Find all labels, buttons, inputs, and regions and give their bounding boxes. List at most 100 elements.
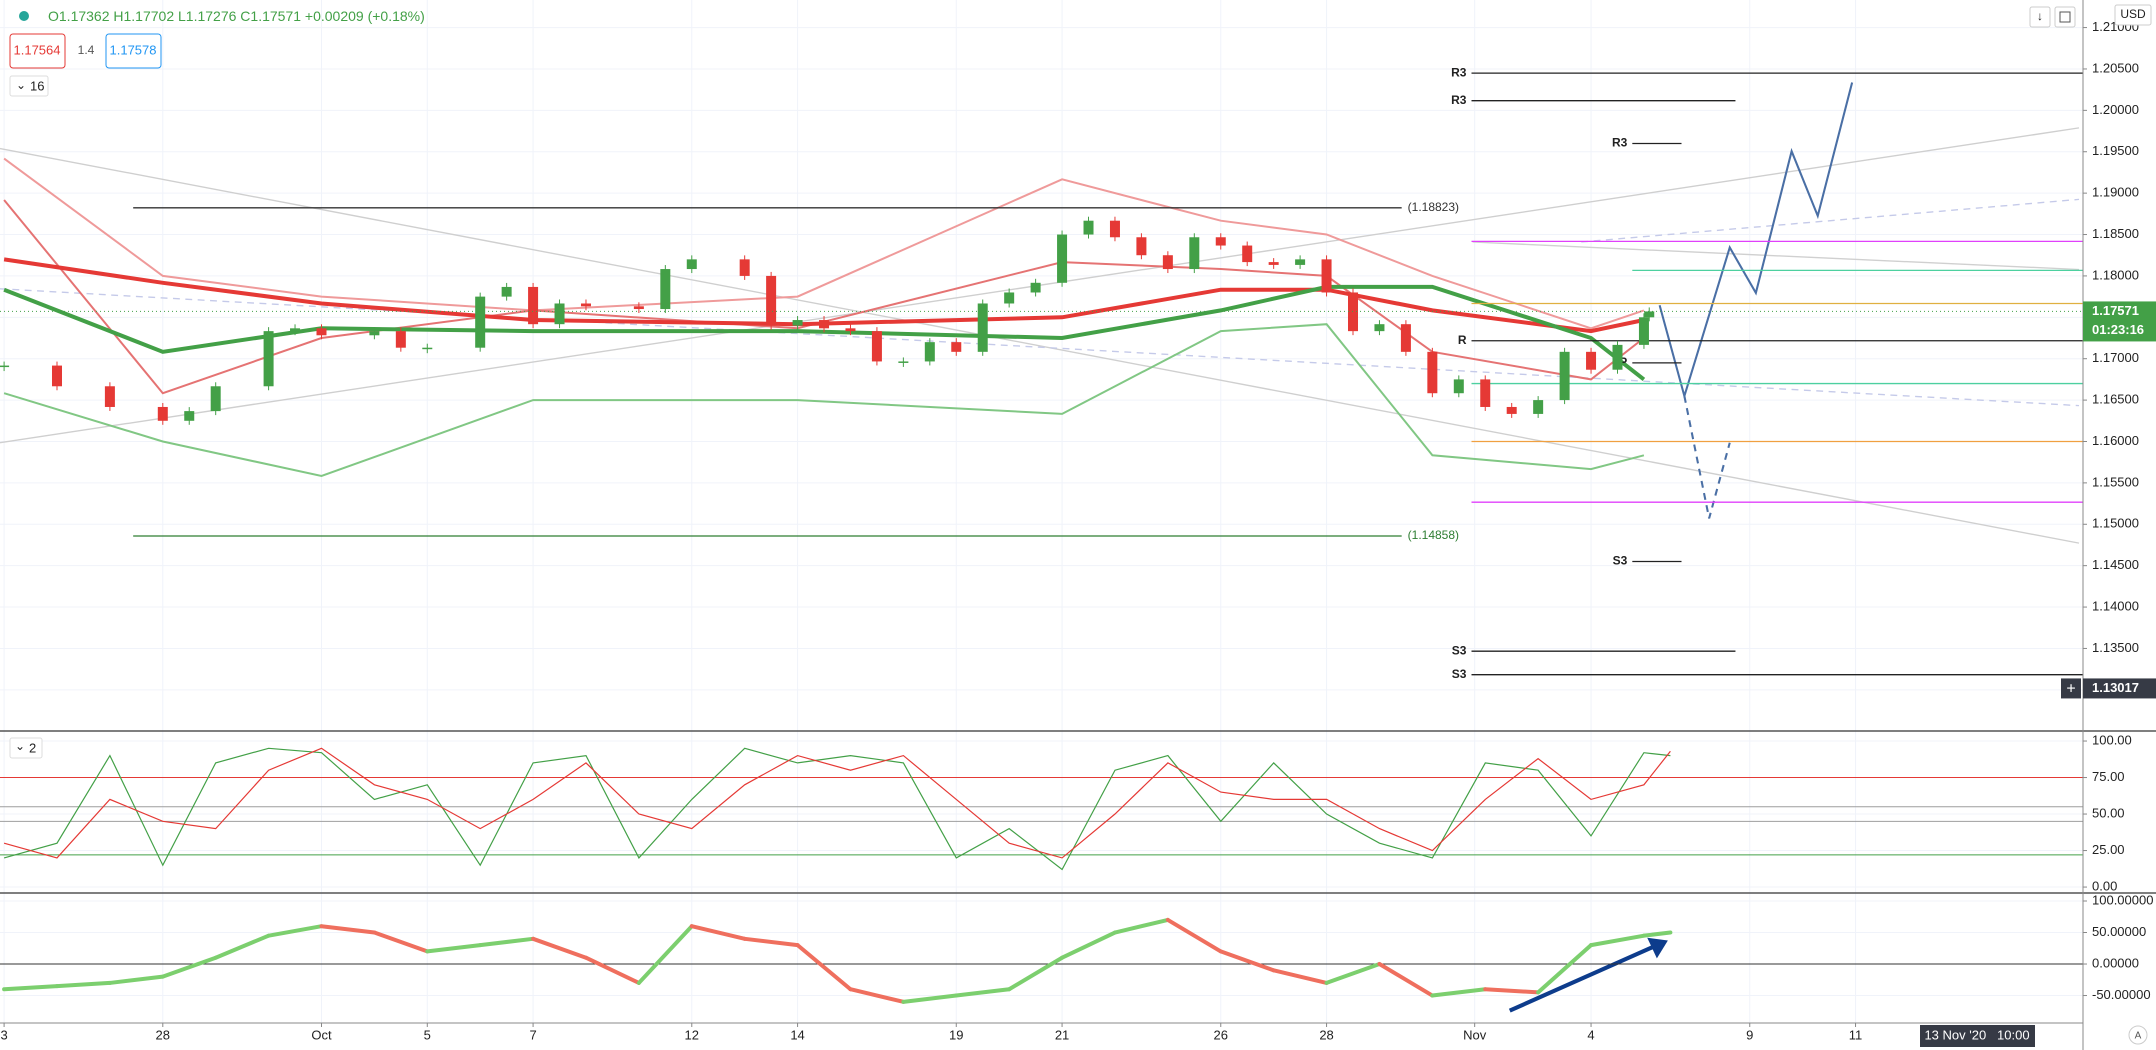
candle	[766, 275, 777, 326]
down-arrow-icon: ↓	[2037, 9, 2043, 23]
candle	[528, 286, 539, 325]
y-tick-label: 1.18000	[2092, 267, 2139, 282]
auto-scale-icon: A	[2135, 1031, 2142, 1042]
chevron: ⌄	[16, 78, 26, 92]
candle	[1559, 351, 1570, 401]
candle	[1644, 311, 1655, 318]
candle	[263, 331, 274, 387]
indicator-line	[3, 747, 1671, 871]
y-tick-label: 1.17000	[2092, 350, 2139, 365]
sell-button[interactable]	[9, 33, 66, 69]
ohlc-item: O1.17362	[48, 8, 110, 24]
candle	[184, 411, 195, 421]
oscillator-segment	[1218, 949, 1276, 973]
x-tick-label: 3	[0, 1027, 7, 1042]
x-tick-label: 4	[1587, 1027, 1594, 1042]
ask-price: 1.17578	[110, 42, 157, 57]
x-tick-label: Nov	[1463, 1027, 1487, 1042]
scroll-button[interactable]	[2029, 6, 2051, 28]
ohlc-legend: O1.17362 H1.17702 L1.17276 C1.17571 +0.0…	[48, 8, 425, 24]
candle	[157, 406, 168, 421]
candle	[660, 269, 671, 310]
crosshair-price-box	[2083, 678, 2156, 699]
candle	[739, 259, 750, 276]
candle	[422, 347, 433, 350]
oscillator-segment	[1271, 968, 1329, 985]
plot: (1.18823) (1.14858) R3 R3 R3 R P S3 S3 S3	[0, 65, 2083, 1004]
level-label: (1.18823)	[1408, 200, 1459, 214]
candle	[686, 259, 697, 270]
buy-button[interactable]	[105, 33, 162, 69]
level-label: R3	[1612, 136, 1628, 150]
currency-button[interactable]	[2114, 4, 2152, 26]
x-tick-label: 12	[685, 1027, 699, 1042]
spread: 1.4	[78, 43, 95, 57]
x-tick-label: 28	[156, 1027, 170, 1042]
crosshair-date: 13 Nov '20 10:00	[1924, 1027, 2029, 1042]
oscillator-segment	[1060, 930, 1117, 960]
arrow-head	[1647, 937, 1668, 959]
indicator-line	[3, 747, 1671, 859]
oscillator-segment	[689, 924, 747, 941]
y-tick-label: 1.18500	[2092, 226, 2139, 241]
candle	[1506, 406, 1517, 414]
trend-line	[1581, 198, 2080, 243]
y-tick-label: 0.00000	[2092, 955, 2139, 970]
oscillator-segment	[160, 955, 218, 979]
oscillator-segment	[636, 924, 694, 985]
collapse-button[interactable]	[9, 737, 43, 759]
candle	[51, 365, 62, 387]
y-tick-label: 1.15000	[2092, 516, 2139, 531]
candle	[580, 303, 591, 307]
candle	[1242, 245, 1253, 263]
x-tick-label: 7	[529, 1027, 536, 1042]
candle	[1004, 292, 1015, 304]
candle	[210, 386, 221, 412]
candle	[316, 328, 327, 336]
auto-scale-button[interactable]	[2128, 1025, 2148, 1045]
ohlc-item: L1.17276	[178, 8, 237, 24]
level-label: R3	[1451, 93, 1467, 107]
x-tick-label: 5	[424, 1027, 431, 1042]
y-tick-label: 1.14500	[2092, 557, 2139, 572]
overlay-line	[3, 157, 1645, 330]
trend-line	[1472, 241, 2080, 271]
y-tick-label: 100.00	[2092, 732, 2132, 747]
candle	[1295, 259, 1306, 265]
interval: 16	[30, 78, 44, 93]
candle	[1533, 400, 1544, 414]
candle	[104, 386, 115, 407]
candle	[395, 331, 406, 348]
y-tick-label: 1.16000	[2092, 433, 2139, 448]
fullscreen-button[interactable]	[2054, 6, 2076, 28]
candle	[1189, 237, 1200, 270]
collapse-button[interactable]	[9, 75, 49, 97]
crosshair-date-box	[1920, 1025, 2035, 1047]
candle	[1030, 282, 1041, 293]
y-tick-label: 75.00	[2092, 769, 2125, 784]
level-label: (1.14858)	[1408, 528, 1459, 542]
oscillator-segment	[1430, 987, 1488, 998]
x-tick-label: 11	[1849, 1027, 1863, 1042]
oscillator-segment	[795, 943, 853, 992]
candle	[845, 328, 856, 332]
candle	[1427, 351, 1438, 394]
oscillator-segment	[1536, 943, 1594, 995]
projection-dashed	[1683, 395, 1731, 519]
candle	[1638, 317, 1649, 345]
candle	[554, 303, 565, 325]
candle	[1400, 324, 1411, 352]
candle	[951, 342, 962, 352]
candle	[1136, 237, 1147, 256]
overlay-line	[3, 323, 1645, 478]
y-tick-label: 25.00	[2092, 842, 2125, 857]
overlay-line	[3, 257, 1645, 334]
candle	[1083, 220, 1094, 235]
crosshair-plus: +	[2066, 681, 2075, 698]
level-label: P	[1619, 355, 1627, 369]
candle	[1374, 324, 1385, 332]
x-tick-label: 9	[1746, 1027, 1753, 1042]
last-price: 1.17571	[2092, 303, 2139, 318]
